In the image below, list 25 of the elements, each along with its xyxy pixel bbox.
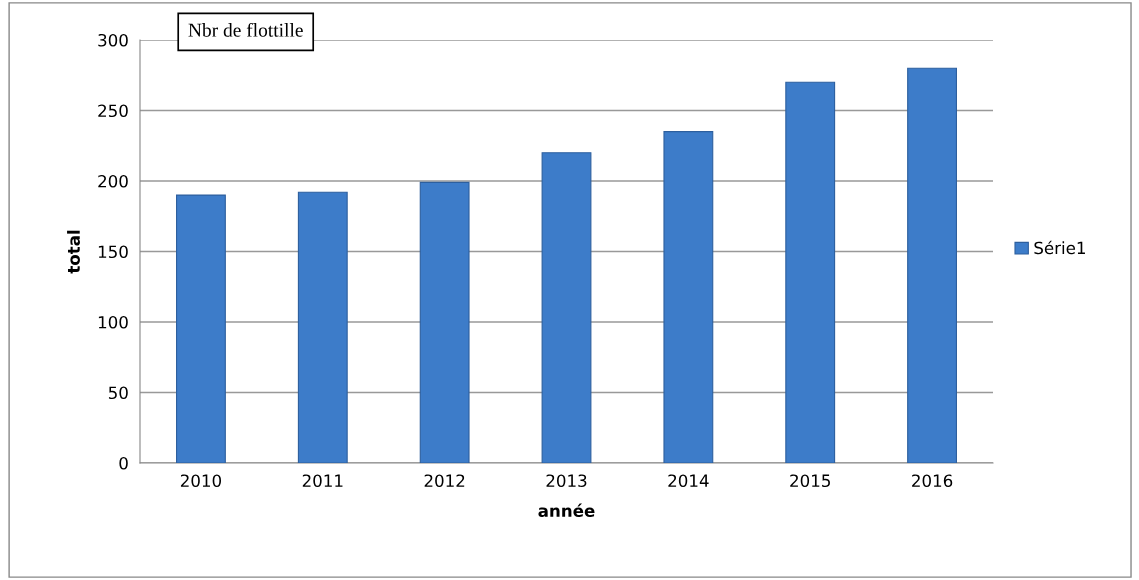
y-tick-label: 300 <box>98 33 128 47</box>
y-tick-label: 50 <box>108 386 128 400</box>
x-tick-label: 2013 <box>546 474 587 488</box>
legend-label: Série1 <box>1034 240 1085 255</box>
y-tick-label: 0 <box>119 456 128 470</box>
x-tick-label: 2012 <box>424 474 465 488</box>
bar <box>785 81 836 463</box>
bar <box>663 131 714 463</box>
y-axis-title: total <box>67 230 80 274</box>
x-tick-label: 2016 <box>912 474 953 488</box>
x-tick-label: 2011 <box>302 474 343 488</box>
text: Nbr de flottille <box>188 22 303 37</box>
bar <box>297 191 348 463</box>
y-tick-label: 150 <box>98 245 128 259</box>
bar <box>176 194 226 463</box>
y-tick-label: 100 <box>98 315 128 329</box>
x-axis-title: année <box>538 503 595 518</box>
bar <box>907 67 957 463</box>
x-tick-label: 2010 <box>180 474 222 488</box>
y-tick-label: 250 <box>98 104 128 118</box>
x-tick-label: 2015 <box>790 474 830 488</box>
x-tick-label: 2014 <box>668 474 709 488</box>
y-tick-label: 200 <box>98 174 128 188</box>
bar <box>541 152 592 463</box>
bar <box>419 181 470 463</box>
